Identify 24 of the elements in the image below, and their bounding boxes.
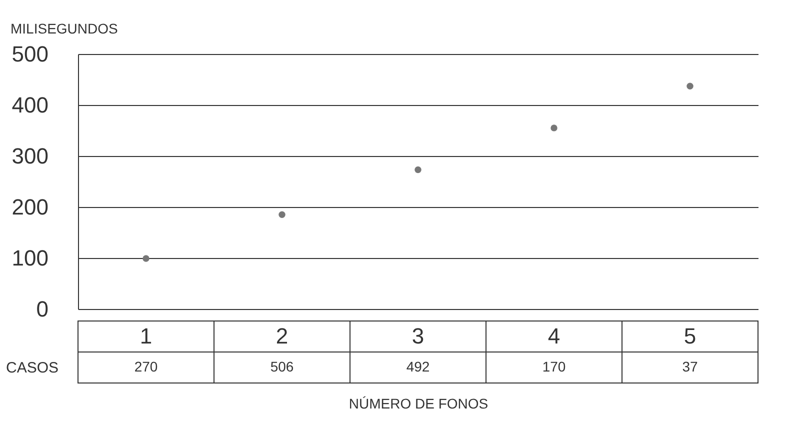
text: 170 <box>542 358 566 374</box>
text: 270 <box>134 358 158 374</box>
text: 492 <box>406 358 430 374</box>
x-tick-label: 2 <box>276 324 288 348</box>
y-tick-label: 500 <box>12 42 48 66</box>
x-tick-label: 4 <box>548 324 560 348</box>
y-tick-label: 100 <box>12 246 48 270</box>
text: CASOS <box>6 360 58 376</box>
y-tick-label: 300 <box>12 144 48 168</box>
x-tick-label: 1 <box>140 324 152 348</box>
x-axis-title: NÚMERO DE FONOS <box>348 396 488 412</box>
y-tick-label: 200 <box>12 194 48 220</box>
point <box>142 255 150 262</box>
x-tick-label: 3 <box>412 324 424 348</box>
point <box>414 166 422 174</box>
x-tick-label: 5 <box>684 324 696 348</box>
point <box>686 82 694 90</box>
y-axis-title: MILISEGUNDOS <box>10 20 118 36</box>
text: 37 <box>682 358 698 374</box>
y-tick-label: 0 <box>36 296 48 322</box>
text: 506 <box>270 358 294 374</box>
point <box>550 124 558 132</box>
point <box>278 211 286 218</box>
y-tick-label: 400 <box>12 92 48 118</box>
